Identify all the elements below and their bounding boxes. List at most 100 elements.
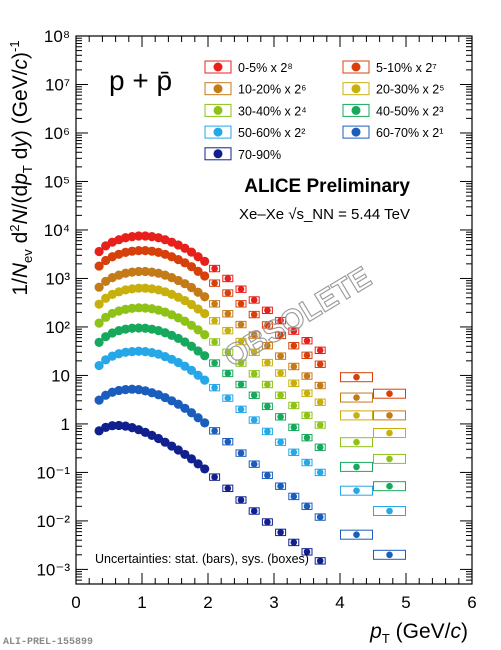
- data-point: [386, 482, 393, 490]
- y-tick-label: 10⁶: [44, 124, 70, 143]
- data-point: [200, 256, 210, 266]
- data-point: [193, 346, 203, 356]
- y-tick-label: 10⁴: [44, 221, 70, 240]
- data-point: [316, 513, 324, 521]
- y-tick-label: 1: [61, 415, 70, 434]
- legend-item: 0-5% x 2⁸: [204, 60, 293, 75]
- data-point: [250, 349, 258, 356]
- data-point: [224, 370, 232, 377]
- legend-marker: [351, 84, 361, 94]
- x-tick-label: 5: [401, 593, 410, 612]
- data-point: [211, 427, 218, 435]
- legend-marker: [351, 127, 361, 137]
- data-point: [134, 246, 144, 256]
- data-point: [224, 394, 232, 402]
- data-point: [200, 271, 210, 281]
- data-point: [200, 375, 210, 385]
- sys-box: [373, 410, 406, 421]
- data-point: [237, 496, 245, 504]
- data-point: [303, 352, 311, 359]
- collision-system-label: Xe–Xe √s_NN = 5.44 TeV: [239, 206, 410, 223]
- data-point: [290, 539, 298, 546]
- data-point: [193, 304, 203, 314]
- particle-label: p + p̄: [109, 65, 172, 96]
- data-point: [120, 385, 131, 395]
- data-point: [193, 370, 203, 380]
- sys-box: [373, 481, 406, 492]
- x-tick-label: 0: [71, 593, 80, 612]
- data-point: [303, 412, 311, 419]
- axis-layer: 0 1 2 3 4 5 6 10⁻³ 10⁻² 10⁻¹ 1 10 10² 10³ 10⁴ 10⁵ 10⁶ 10⁷…: [36, 27, 476, 612]
- data-point: [127, 323, 137, 333]
- data-point: [180, 316, 190, 326]
- data-point: [134, 303, 144, 313]
- data-point: [250, 391, 258, 399]
- data-point: [264, 472, 271, 479]
- data-point: [211, 317, 218, 325]
- sys-box: [340, 437, 373, 448]
- data-point: [290, 379, 298, 387]
- legend-marker: [213, 149, 223, 159]
- legend-box: [204, 103, 232, 117]
- data-point: [237, 285, 245, 293]
- legend-item: 40-50% x 2³: [342, 103, 443, 118]
- data-point: [211, 384, 218, 391]
- data-point: [134, 346, 144, 356]
- data-point: [237, 406, 245, 413]
- legend-marker: [351, 105, 361, 115]
- data-point: [303, 503, 311, 510]
- data-point: [237, 449, 245, 457]
- data-point: [290, 363, 298, 370]
- series-group: [94, 303, 406, 464]
- data-point: [277, 413, 284, 421]
- legend-box: [204, 82, 232, 96]
- series-group: [94, 420, 326, 565]
- data-point: [353, 487, 360, 494]
- data-point: [193, 287, 203, 297]
- data-point: [264, 359, 271, 366]
- data-point: [134, 283, 144, 293]
- series-group: [94, 384, 406, 560]
- data-point: [186, 365, 197, 376]
- legend-box: [204, 125, 232, 139]
- data-point: [167, 441, 177, 451]
- data-point: [127, 267, 137, 277]
- data-point: [224, 485, 232, 492]
- data-point: [316, 398, 324, 406]
- legend-marker: [213, 84, 223, 94]
- data-point: [173, 399, 183, 409]
- data-point: [200, 464, 210, 474]
- uncertainty-footnote: Uncertainties: stat. (bars), sys. (boxes…: [95, 552, 309, 566]
- data-point: [250, 416, 258, 424]
- data-point: [186, 320, 197, 330]
- data-point: [186, 341, 197, 351]
- data-point: [140, 246, 150, 256]
- data-point: [134, 323, 144, 333]
- legend-box: [342, 125, 370, 139]
- figure-id: ALI-PREL-155899: [3, 637, 93, 648]
- data-point: [193, 459, 203, 469]
- data-point: [193, 266, 203, 276]
- legend-marker: [213, 105, 223, 115]
- data-point: [264, 428, 271, 435]
- data-point: [237, 300, 245, 308]
- data-point: [353, 373, 360, 381]
- data-point: [250, 460, 258, 468]
- data-point: [264, 381, 271, 388]
- data-point: [290, 493, 298, 500]
- data-point: [211, 279, 218, 287]
- legend-label: 50-60% x 2²: [238, 126, 305, 140]
- data-point: [237, 359, 245, 367]
- data-layer: [94, 231, 406, 565]
- data-point: [186, 408, 197, 418]
- sys-box: [373, 453, 406, 464]
- series-group: [94, 231, 326, 354]
- data-point: [180, 295, 190, 306]
- data-point: [290, 402, 298, 409]
- data-point: [224, 349, 232, 356]
- legend-item: 30-40% x 2⁴: [204, 103, 307, 118]
- data-point: [264, 518, 271, 526]
- data-point: [237, 381, 245, 388]
- legend-box: [204, 147, 232, 161]
